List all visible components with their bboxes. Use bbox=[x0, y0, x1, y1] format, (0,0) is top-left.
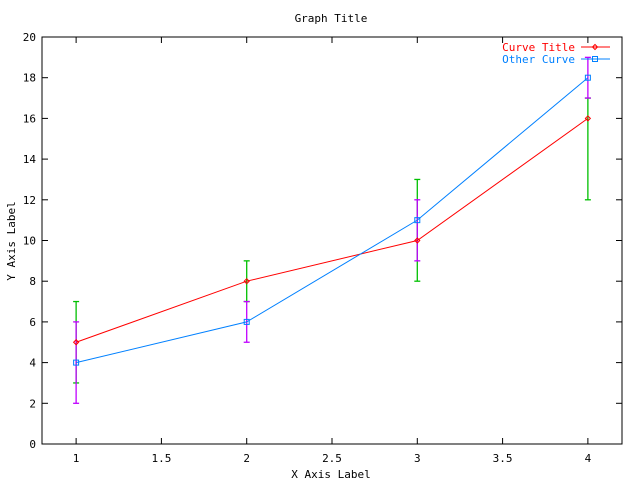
x-axis-label: X Axis Label bbox=[291, 468, 370, 480]
y-axis-label: Y Axis Label bbox=[5, 201, 18, 280]
chart-title: Graph Title bbox=[295, 12, 368, 25]
y-tick-label: 2 bbox=[29, 397, 36, 410]
x-tick-label: 2 bbox=[243, 452, 250, 465]
x-tick-label: 1.5 bbox=[151, 452, 171, 465]
series-line-0 bbox=[75, 117, 589, 343]
data-point bbox=[584, 115, 592, 122]
y-tick-label: 16 bbox=[23, 112, 36, 125]
y-tick-label: 18 bbox=[23, 72, 36, 85]
y-tick-label: 12 bbox=[23, 194, 36, 207]
data-point bbox=[414, 237, 421, 244]
x-tick-label: 3.5 bbox=[493, 452, 513, 465]
legend-label: Other Curve bbox=[502, 53, 575, 66]
y-tick-label: 14 bbox=[23, 153, 37, 166]
data-point bbox=[243, 318, 250, 325]
x-tick-label: 1 bbox=[73, 452, 80, 465]
y-tick-label: 0 bbox=[29, 438, 36, 451]
data-point bbox=[584, 74, 591, 81]
series-line-1 bbox=[76, 77, 589, 364]
legend-marker bbox=[592, 56, 598, 62]
data-point bbox=[243, 277, 250, 285]
y-tick-label: 8 bbox=[29, 275, 36, 288]
data-point bbox=[73, 359, 80, 366]
data-point bbox=[72, 339, 80, 346]
legend-marker bbox=[591, 43, 599, 51]
y-tick-label: 6 bbox=[29, 316, 36, 329]
y-tick-label: 10 bbox=[23, 235, 36, 248]
x-tick-label: 3 bbox=[414, 452, 421, 465]
legend-label: Curve Title bbox=[502, 41, 575, 54]
x-tick-label: 2.5 bbox=[322, 452, 342, 465]
plot-frame bbox=[41, 36, 623, 445]
data-point bbox=[414, 217, 421, 224]
x-tick-label: 4 bbox=[585, 452, 592, 465]
y-tick-label: 20 bbox=[23, 31, 36, 44]
y-tick-label: 4 bbox=[29, 357, 36, 370]
